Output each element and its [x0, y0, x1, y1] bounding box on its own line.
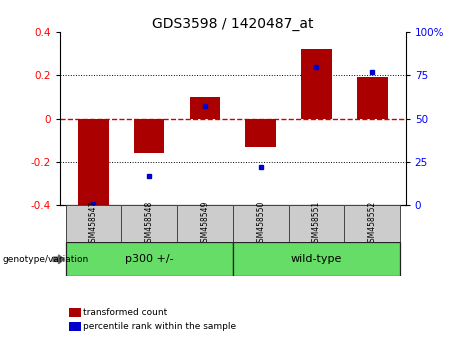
Text: GSM458550: GSM458550	[256, 201, 265, 247]
FancyBboxPatch shape	[233, 242, 400, 276]
Bar	[357, 78, 388, 119]
Text: wild-type: wild-type	[291, 254, 342, 264]
FancyBboxPatch shape	[121, 205, 177, 242]
Text: GSM458547: GSM458547	[89, 201, 98, 247]
FancyBboxPatch shape	[65, 205, 121, 242]
FancyBboxPatch shape	[344, 205, 400, 242]
Text: GSM458548: GSM458548	[145, 201, 154, 247]
Text: percentile rank within the sample: percentile rank within the sample	[83, 322, 236, 331]
Bar	[189, 97, 220, 119]
Text: genotype/variation: genotype/variation	[2, 255, 89, 264]
Bar	[134, 119, 165, 153]
Text: transformed count: transformed count	[83, 308, 167, 317]
Text: GSM458551: GSM458551	[312, 201, 321, 247]
Text: GSM458552: GSM458552	[368, 201, 377, 247]
FancyBboxPatch shape	[65, 242, 233, 276]
Text: p300 +/-: p300 +/-	[125, 254, 173, 264]
Text: GSM458549: GSM458549	[201, 201, 209, 247]
Bar	[301, 49, 332, 119]
FancyBboxPatch shape	[233, 205, 289, 242]
Bar	[78, 119, 109, 207]
FancyBboxPatch shape	[289, 205, 344, 242]
FancyBboxPatch shape	[177, 205, 233, 242]
Title: GDS3598 / 1420487_at: GDS3598 / 1420487_at	[152, 17, 313, 31]
Bar	[245, 119, 276, 147]
